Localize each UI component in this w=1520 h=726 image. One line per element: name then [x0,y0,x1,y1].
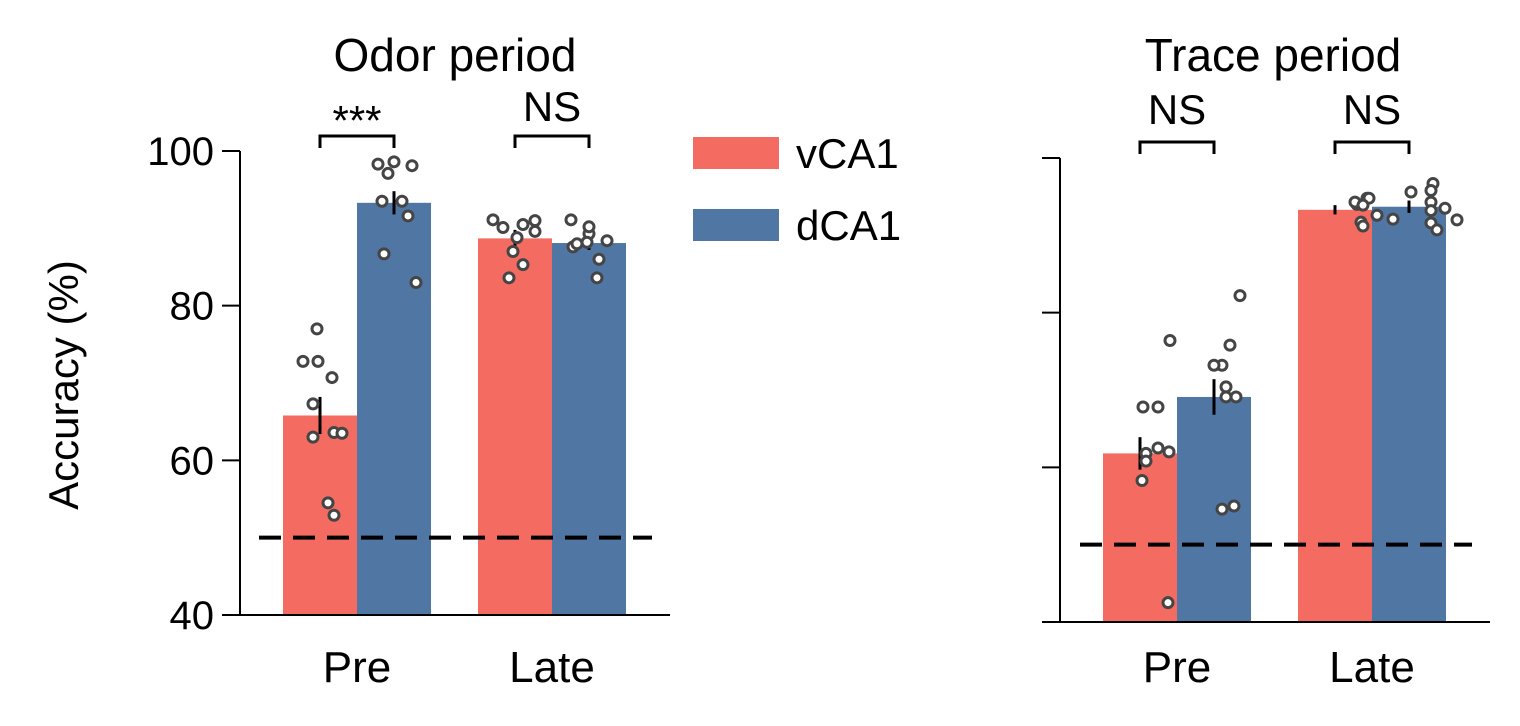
bar-dca1-pre [357,202,431,615]
data-point [1404,185,1418,199]
data-point [1163,334,1177,348]
data-point [1356,198,1370,212]
data-point [1356,219,1370,233]
panel-2-title: Trace period [1145,29,1402,81]
data-point [496,221,510,235]
data-point [371,157,385,171]
data-point [516,217,530,231]
bar-vca1-late [478,238,552,616]
legend-swatch-vca1 [693,137,779,169]
data-point [528,214,542,228]
data-point [1386,212,1400,226]
significance-label: *** [332,97,381,144]
data-point [311,354,325,368]
y-tick-label: 40 [170,594,215,638]
bar-dca1-late [552,243,626,615]
data-point [401,209,415,223]
data-point [310,322,324,336]
significance-bracket [1333,140,1411,154]
legend-swatch-dca1 [693,209,779,241]
significance-label: NS [1343,86,1401,133]
data-point [510,231,524,245]
data-point [528,224,542,238]
x-tick-label-late: Late [509,643,595,692]
panel-1: 40 60 80 100 Pre *** Late NS [147,83,670,692]
data-point [306,430,320,444]
data-point [327,508,341,522]
data-point [1161,596,1175,610]
data-point [1227,499,1241,513]
data-point [502,271,516,285]
data-point [1139,454,1153,468]
bar-dca1-pre [1177,396,1251,622]
data-point [1219,380,1233,394]
x-tick-label-pre: Pre [1143,643,1211,692]
data-point [405,159,419,173]
data-point [1450,213,1464,227]
data-point [1233,289,1247,303]
significance-label: NS [523,83,581,130]
data-point [306,397,320,411]
data-point [296,354,310,368]
significance-label: NS [1148,86,1206,133]
data-point [381,166,395,180]
data-point [600,234,614,248]
significance-bracket [318,134,396,148]
data-point [1136,400,1150,414]
data-point [387,155,401,169]
data-point [1424,183,1438,197]
panel-1-title: Odor period [334,29,577,81]
data-point [582,220,596,234]
data-point [1219,390,1233,404]
legend: vCA1 dCA1 [693,130,901,249]
data-point [1135,473,1149,487]
data-point [335,426,349,440]
x-tick-label-pre: Pre [323,643,391,692]
data-point [592,252,606,266]
panel-2: Pre NS Late NS [1042,86,1490,692]
data-point [580,235,594,249]
data-point [516,258,530,272]
data-point [590,271,604,285]
data-point [1151,441,1165,455]
data-point [486,213,500,227]
data-point [1151,400,1165,414]
data-point [321,496,335,510]
data-point [377,247,391,261]
data-point [1424,204,1438,218]
data-point [1438,201,1452,215]
data-point [1162,445,1176,459]
y-tick-label: 60 [170,439,215,483]
legend-label-dca1: dCA1 [796,202,901,249]
data-point [570,237,584,251]
data-point [1430,223,1444,237]
significance-bracket [1138,140,1216,154]
y-axis-label: Accuracy (%) [40,260,87,510]
data-point [395,194,409,208]
bar-dca1-late [1372,206,1446,622]
bar-vca1-late [1298,209,1372,622]
x-tick-label-late: Late [1329,643,1415,692]
data-point [1207,358,1221,372]
data-point [506,245,520,259]
data-point [375,194,389,208]
data-point [1215,502,1229,516]
data-point [1370,208,1384,222]
data-point [409,275,423,289]
data-point [1223,338,1237,352]
data-point [325,371,339,385]
y-tick-label: 100 [147,130,214,174]
chart-panels: 40 60 80 100 Pre *** Late NS Pre NS Late NS [147,83,1490,692]
legend-label-vca1: vCA1 [796,130,899,177]
bar-vca1-pre [283,415,357,615]
y-tick-label: 80 [170,285,215,329]
significance-bracket [513,134,591,148]
data-point [564,213,578,227]
